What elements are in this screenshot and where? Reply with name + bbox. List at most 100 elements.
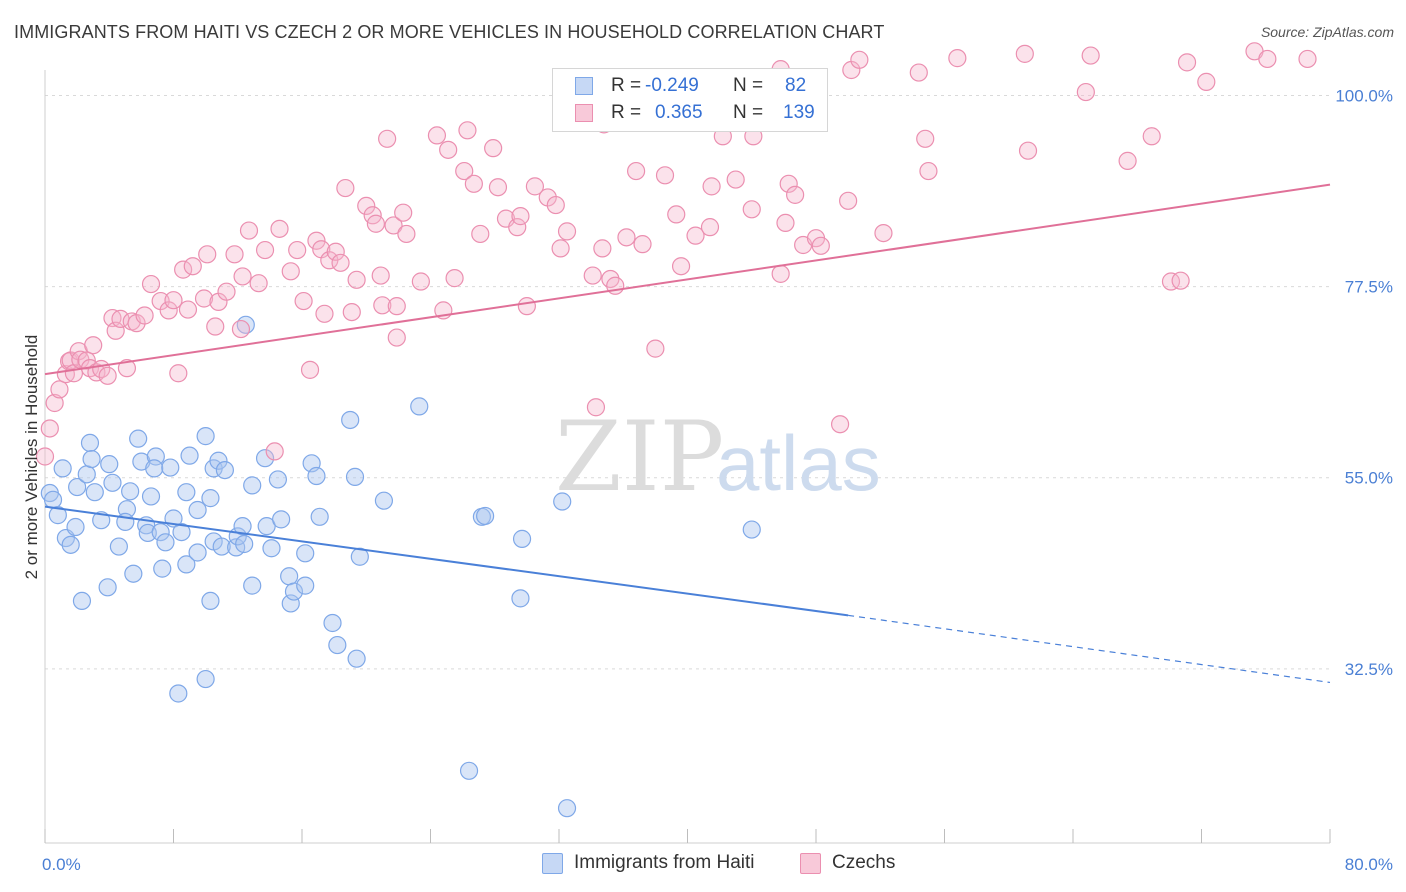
data-point: [557, 222, 577, 241]
data-point: [262, 539, 281, 558]
bottom-legend-swatch-czechs: [800, 853, 821, 874]
data-point: [336, 178, 355, 198]
data-point: [106, 321, 125, 340]
data-point: [124, 564, 143, 583]
data-point: [85, 483, 104, 502]
data-point: [919, 161, 938, 181]
data-point: [161, 458, 180, 477]
data-point: [655, 166, 675, 185]
data-point: [53, 459, 72, 478]
data-point: [1197, 72, 1216, 91]
data-point: [371, 266, 390, 285]
data-point: [1171, 271, 1190, 290]
data-point: [397, 224, 416, 244]
data-point: [45, 393, 64, 413]
trend-line-extension: [848, 614, 1331, 684]
data-point: [151, 523, 170, 542]
data-point: [307, 466, 326, 486]
data-point: [686, 226, 705, 245]
data-point: [874, 223, 893, 243]
data-point: [617, 228, 636, 247]
data-point: [1118, 151, 1137, 170]
data-point: [145, 459, 164, 478]
gridlines: [45, 94, 1330, 670]
data-point: [341, 410, 360, 430]
data-point: [48, 506, 67, 525]
data-point: [776, 213, 795, 233]
data-point: [830, 415, 850, 434]
axes: [44, 70, 1331, 844]
data-point: [726, 170, 745, 189]
data-point: [1161, 272, 1181, 291]
data-point: [700, 218, 720, 237]
data-point: [198, 245, 217, 264]
data-point: [135, 306, 154, 325]
data-point: [909, 63, 928, 82]
chart-title: IMMIGRANTS FROM HAITI VS CZECH 2 OR MORE…: [14, 22, 885, 42]
data-point: [1081, 46, 1100, 65]
data-point: [294, 291, 313, 311]
data-point: [387, 297, 406, 316]
data-point: [394, 203, 413, 222]
data-point: [100, 455, 119, 474]
data-point: [546, 195, 565, 215]
data-point: [345, 467, 365, 486]
watermark-zip: ZIP: [555, 401, 724, 513]
data-point: [201, 489, 220, 508]
data-point: [410, 397, 429, 416]
data-point: [811, 236, 830, 255]
legend-swatch-czechs: [575, 104, 593, 122]
data-point: [288, 240, 307, 260]
data-point: [239, 221, 259, 240]
data-point: [249, 274, 268, 293]
data-point: [1015, 44, 1034, 63]
data-point: [50, 380, 69, 399]
data-point: [1177, 53, 1197, 72]
data-point: [68, 477, 87, 497]
data-point: [61, 535, 80, 554]
data-point: [323, 613, 342, 633]
data-point: [121, 482, 140, 501]
data-point: [586, 398, 606, 417]
y-tick-label: 32.5%: [1345, 660, 1393, 679]
data-point: [484, 139, 503, 158]
data-point: [177, 555, 196, 574]
data-point: [255, 449, 275, 468]
data-point: [272, 510, 291, 529]
data-point: [633, 235, 652, 254]
data-point: [159, 301, 178, 320]
data-points: [35, 42, 1317, 818]
x-tick-label: 0.0%: [42, 855, 81, 874]
data-point: [178, 300, 198, 319]
data-point: [243, 576, 262, 595]
data-point: [169, 364, 188, 383]
data-point: [209, 451, 228, 470]
x-tick-label: 80.0%: [1345, 855, 1393, 874]
data-point: [225, 245, 244, 264]
data-point: [455, 161, 474, 181]
data-point: [265, 442, 284, 461]
bottom-legend-label-haiti: Immigrants from Haiti: [574, 852, 755, 873]
data-point: [201, 591, 220, 611]
y-tick-label: 100.0%: [1335, 86, 1393, 105]
data-point: [72, 591, 92, 611]
data-point: [511, 207, 530, 226]
data-point: [646, 339, 665, 358]
data-point: [235, 534, 254, 554]
data-point: [300, 360, 320, 379]
data-point: [667, 205, 686, 224]
trend-lines: [44, 183, 1331, 684]
data-point: [702, 177, 721, 196]
bottom-legend-label-czechs: Czechs: [832, 852, 896, 873]
legend-r-value: 0.365: [655, 102, 703, 123]
data-point: [188, 543, 207, 562]
data-point: [66, 517, 85, 537]
data-point: [196, 427, 215, 446]
data-point: [174, 260, 193, 279]
data-point: [948, 49, 967, 68]
data-point: [508, 218, 527, 237]
data-point: [439, 140, 458, 159]
data-point: [779, 174, 798, 193]
data-point: [164, 291, 183, 310]
